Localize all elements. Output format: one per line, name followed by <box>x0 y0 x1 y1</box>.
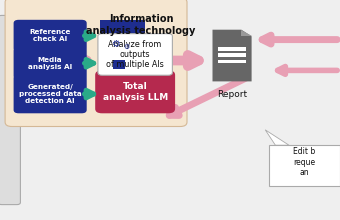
Text: Generated/
processed data
detection AI: Generated/ processed data detection AI <box>19 84 82 104</box>
FancyBboxPatch shape <box>14 20 87 52</box>
Text: ⚙: ⚙ <box>123 44 130 50</box>
Bar <box>218 53 246 57</box>
FancyBboxPatch shape <box>95 70 175 113</box>
Bar <box>113 61 125 69</box>
Polygon shape <box>241 30 252 36</box>
FancyBboxPatch shape <box>14 75 87 113</box>
Circle shape <box>101 35 137 58</box>
Text: Information
analysis technology: Information analysis technology <box>86 14 196 36</box>
Text: Reference
check AI: Reference check AI <box>30 29 71 42</box>
Text: Analyze from
outputs
of multiple AIs: Analyze from outputs of multiple AIs <box>106 40 164 69</box>
Text: Total
analysis LLM: Total analysis LLM <box>103 82 168 102</box>
Polygon shape <box>212 30 252 81</box>
Bar <box>269 145 340 186</box>
Bar <box>218 60 246 63</box>
Text: ⚙: ⚙ <box>111 39 120 50</box>
Text: Media
analysis AI: Media analysis AI <box>28 57 72 70</box>
FancyBboxPatch shape <box>14 47 87 79</box>
Bar <box>218 47 246 51</box>
FancyBboxPatch shape <box>0 15 20 205</box>
Text: Edit b
reque
an: Edit b reque an <box>293 147 316 177</box>
Text: Report: Report <box>217 90 247 99</box>
Bar <box>100 20 144 75</box>
FancyBboxPatch shape <box>98 34 172 75</box>
FancyBboxPatch shape <box>5 0 187 126</box>
Polygon shape <box>265 130 289 145</box>
